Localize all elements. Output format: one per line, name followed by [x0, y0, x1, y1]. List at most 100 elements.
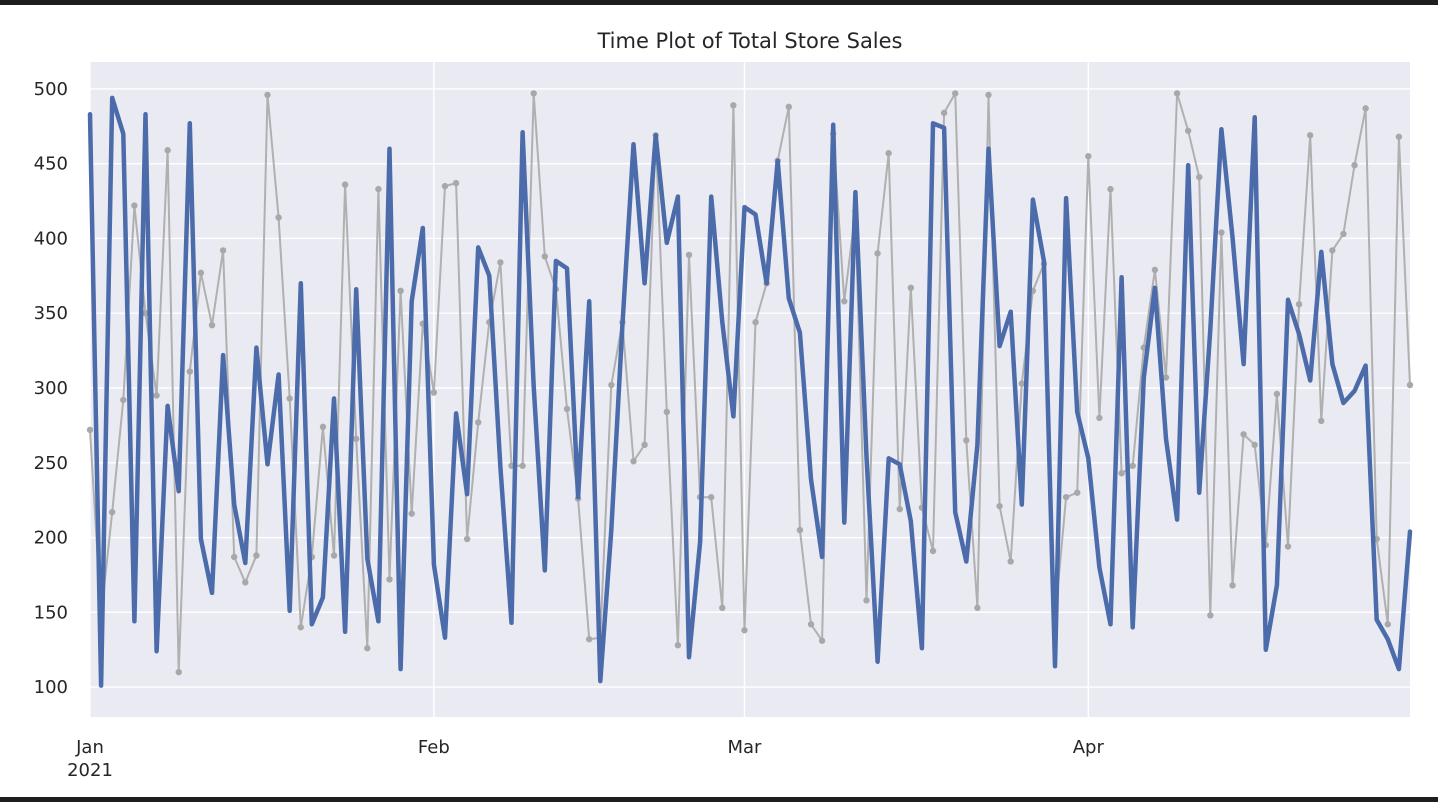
daily-data-point: [1162, 374, 1170, 381]
x-tick-label: Feb: [418, 737, 450, 758]
daily-data-point: [364, 645, 371, 652]
daily-data-point: [1306, 132, 1314, 139]
daily-data-point: [796, 526, 804, 534]
smoothed-series-line: [87, 95, 1413, 688]
daily-data-point: [974, 604, 981, 612]
daily-data-point: [452, 179, 460, 187]
daily-data-point: [242, 579, 249, 586]
daily-data-point: [1395, 133, 1403, 140]
daily-data-point: [164, 147, 171, 154]
daily-data-point: [1351, 161, 1358, 169]
daily-data-point: [585, 636, 593, 643]
chart-title: Time Plot of Total Store Sales: [596, 29, 902, 53]
daily-data-point: [663, 408, 671, 416]
x-tick-label: Mar: [727, 737, 762, 758]
daily-data-point: [1074, 489, 1081, 496]
daily-data-point: [353, 435, 360, 443]
y-tick-label: 150: [34, 602, 68, 623]
daily-data-point: [1362, 105, 1369, 112]
daily-data-point: [386, 576, 393, 583]
daily-data-point: [1340, 230, 1347, 238]
daily-data-point: [996, 502, 1003, 510]
y-tick-label: 300: [34, 378, 68, 399]
daily-data-point: [874, 250, 881, 257]
daily-data-point: [1284, 543, 1292, 550]
daily-data-point: [929, 547, 937, 555]
daily-data-point: [985, 91, 992, 99]
daily-data-point: [1118, 470, 1125, 477]
daily-data-point: [197, 269, 205, 277]
daily-data-point: [752, 319, 759, 326]
daily-data-point: [397, 287, 404, 295]
daily-data-point: [463, 535, 471, 543]
x-tick-label: Jan: [75, 737, 104, 758]
daily-data-point: [1318, 417, 1325, 425]
daily-data-point: [1295, 301, 1303, 308]
daily-data-point: [1329, 247, 1336, 254]
x-tick-sublabel: 2021: [67, 760, 113, 781]
daily-data-point: [541, 253, 548, 260]
daily-data-point: [940, 109, 948, 117]
daily-data-point: [1018, 380, 1025, 387]
daily-data-point: [707, 493, 715, 501]
daily-data-point: [863, 597, 870, 604]
daily-data-point: [286, 395, 293, 402]
daily-data-point: [730, 102, 737, 109]
daily-data-point: [297, 624, 304, 631]
daily-data-point: [1240, 431, 1247, 438]
daily-data-point: [1129, 462, 1136, 469]
daily-data-point: [1085, 153, 1092, 160]
daily-data-point: [1151, 266, 1159, 274]
daily-data-point: [841, 298, 848, 305]
daily-data-point: [641, 441, 648, 449]
daily-data-point: [963, 437, 970, 444]
daily-data-point: [1062, 493, 1070, 501]
daily-data-point: [1229, 582, 1236, 589]
daily-data-point: [319, 423, 327, 431]
series-layer: [86, 90, 1414, 688]
y-tick-label: 100: [34, 677, 68, 698]
daily-data-point: [1184, 127, 1192, 134]
daily-data-point: [1196, 173, 1203, 181]
daily-data-point: [341, 181, 349, 188]
daily-data-point: [441, 182, 449, 190]
daily-data-point: [1251, 441, 1258, 449]
daily-data-point: [1384, 621, 1392, 628]
daily-data-point: [430, 389, 438, 396]
daily-data-point: [896, 505, 903, 513]
daily-data-point: [1207, 612, 1214, 619]
daily-data-point: [408, 510, 415, 517]
daily-data-point: [685, 251, 693, 259]
daily-data-point: [907, 284, 915, 292]
x-tick-label: Apr: [1073, 737, 1105, 758]
daily-data-point: [153, 392, 160, 399]
y-tick-label: 500: [34, 79, 68, 100]
daily-data-point: [108, 508, 116, 516]
plot-background: [90, 62, 1410, 717]
daily-data-point: [1406, 381, 1414, 389]
daily-data-point: [219, 247, 227, 254]
daily-data-point: [1173, 90, 1181, 97]
daily-data-point: [264, 91, 271, 99]
y-tick-label: 200: [34, 528, 68, 549]
daily-data-point: [1007, 558, 1014, 565]
daily-data-point: [719, 604, 726, 612]
daily-data-point: [608, 381, 615, 389]
y-tick-label: 250: [34, 453, 68, 474]
daily-data-point: [785, 103, 793, 111]
daily-data-point: [530, 90, 537, 97]
y-tick-label: 350: [34, 303, 68, 324]
daily-data-point: [208, 321, 216, 329]
daily-data-point: [231, 553, 238, 561]
daily-data-point: [330, 552, 338, 559]
daily-data-point: [131, 202, 138, 209]
daily-data-point: [741, 627, 748, 634]
y-tick-label: 450: [34, 154, 68, 175]
daily-data-point: [186, 368, 194, 375]
daily-data-point: [674, 642, 682, 649]
daily-data-point: [86, 426, 94, 434]
daily-data-point: [1107, 185, 1114, 193]
